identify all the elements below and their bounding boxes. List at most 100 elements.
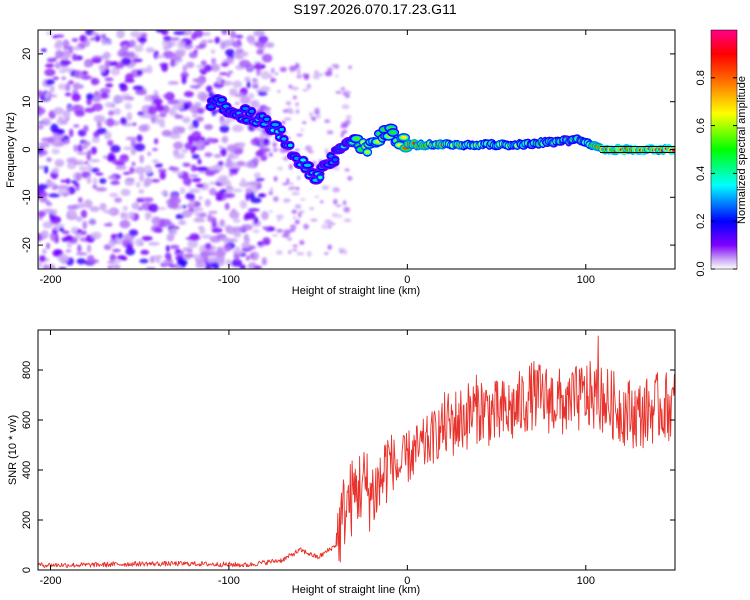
spectrogram-speckle (143, 165, 153, 175)
spectrogram-speckle (74, 110, 86, 117)
spectrogram-speckle (211, 216, 217, 225)
spectrogram-speckle (229, 30, 237, 39)
spectrogram-speckle (107, 139, 114, 147)
snr-x-label: Height of straight line (km) (292, 584, 420, 596)
spectrogram-speckle (204, 152, 213, 158)
spectrogram-speckle (261, 210, 269, 220)
spectrogram-speckle (245, 192, 250, 202)
spectrogram-speckle (219, 124, 230, 133)
spectrogram-speckle (324, 119, 331, 124)
spectrogram-speckle (310, 218, 318, 222)
spectrogram-speckle (277, 166, 284, 171)
spectrogram-speckle (310, 116, 316, 119)
spectrogram-speckle (183, 256, 191, 260)
spectrogram-speckle (255, 150, 264, 157)
spectrogram-speckle (314, 112, 321, 119)
spectrogram-speckle (135, 89, 147, 96)
snr-y-label: SNR (10 * v/v) (7, 415, 19, 485)
spectrogram-speckle (234, 246, 241, 254)
spectrogram-speckle (192, 77, 198, 83)
spectrogram-speckle (164, 252, 172, 260)
spectrogram-speckle (214, 36, 221, 44)
spectrogram-speckle (128, 39, 136, 48)
spectrogram-speckle (54, 142, 64, 147)
spectrogram-speckle (167, 99, 180, 105)
spectrogram-speckle (86, 175, 92, 185)
x-tick-label: 100 (577, 575, 595, 587)
spectrogram-speckle (238, 59, 251, 68)
spectrogram-speckle (229, 210, 240, 219)
spectrogram-speckle (212, 262, 220, 269)
spectrogram-speckle (91, 31, 99, 36)
spectrogram-speckle (40, 48, 47, 53)
spectrogram-speckle (114, 197, 123, 203)
spectrogram-y-ticks: -20 -10 0 10 20 (21, 48, 675, 253)
spectrogram-speckle (298, 210, 305, 214)
snr-y-ticks: 0 200 400 600 800 (21, 361, 675, 573)
spectrogram-speckle (134, 166, 146, 175)
spectrogram-speckle (334, 74, 339, 78)
spectrogram-speckle (66, 157, 78, 164)
spectrogram-speckle (168, 55, 180, 60)
spectrogram-speckle (309, 207, 314, 210)
spectrogram-speckle (129, 166, 135, 174)
spectrogram-speckle (50, 234, 55, 242)
spectrogram-speckle (228, 168, 239, 172)
spectrogram-speckle (44, 92, 50, 100)
colorbar-label: Normalized spectral amplitude (736, 76, 748, 224)
spectrogram-speckle (296, 133, 304, 137)
spectrogram-speckle (81, 70, 89, 76)
spectrogram-speckle (39, 141, 50, 148)
spectrogram-speckle (196, 77, 205, 87)
spectrogram-speckle (204, 264, 212, 269)
spectrogram-speckle (195, 183, 205, 189)
spectrogram-speckle (38, 255, 46, 263)
spectrogram-speckle (49, 181, 56, 189)
spectrogram-speckle (109, 192, 119, 198)
spectrogram-speckle (314, 195, 320, 199)
spectrogram-speckle (73, 144, 79, 152)
spectrogram-speckle (40, 230, 49, 239)
spectrogram-speckle (103, 223, 113, 227)
spectrogram-speckle (226, 144, 238, 153)
ridge-core (208, 105, 215, 109)
spectrogram-speckle (167, 81, 179, 85)
spectrogram-speckle (188, 107, 198, 113)
spectrogram-speckle (295, 109, 300, 114)
spectrogram-speckle (200, 70, 207, 75)
spectrogram-speckle (227, 70, 234, 75)
spectrogram-speckle (52, 34, 59, 39)
spectrogram-speckle (211, 111, 216, 117)
spectrogram-speckle (250, 251, 260, 261)
ridge-core (287, 143, 293, 148)
spectrogram-speckle (280, 120, 286, 125)
spectrogram-speckle (75, 216, 83, 222)
spectrogram-speckle (151, 216, 161, 225)
snr-x-ticks: -200 -100 0 100 (39, 330, 595, 587)
spectrogram-speckle (257, 90, 268, 96)
spectrogram-speckle (283, 229, 291, 235)
spectrogram-speckle (320, 200, 324, 204)
spectrogram-speckle (61, 76, 67, 80)
spectrogram-speckle (288, 182, 294, 185)
spectrogram-speckle (220, 62, 229, 67)
spectrogram-speckle (181, 148, 188, 154)
colorbar-tick-label: 0.4 (695, 166, 707, 181)
spectrogram-speckle (213, 153, 222, 159)
spectrogram-speckle (288, 249, 292, 255)
spectrogram-speckle (220, 79, 226, 84)
y-tick-label: 20 (21, 48, 33, 60)
spectrogram-speckle (158, 111, 167, 118)
spectrogram-speckle (42, 248, 47, 255)
spectrogram-speckle (240, 224, 253, 231)
spectrogram-speckle (189, 199, 195, 206)
spectrogram-speckle (181, 209, 193, 218)
spectrogram-speckle (161, 63, 169, 72)
ridge-core (264, 117, 270, 121)
spectrogram-speckle (236, 160, 246, 167)
spectrogram-speckle (270, 77, 274, 83)
spectrogram-speckle (331, 64, 335, 67)
spectrogram-speckle (219, 178, 228, 185)
spectrogram-speckle (263, 106, 272, 112)
spectrogram-speckle (342, 130, 348, 134)
